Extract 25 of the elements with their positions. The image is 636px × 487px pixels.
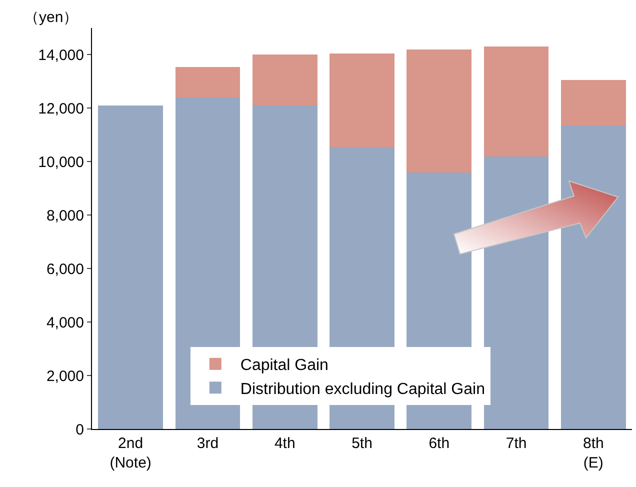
- bar: [330, 53, 394, 147]
- bar: [252, 54, 318, 106]
- x-tick-label: 4th: [274, 435, 296, 452]
- x-tick-label: 2nd (Note): [110, 435, 152, 472]
- bar: [175, 66, 240, 98]
- bar: [98, 106, 163, 429]
- y-tick-label: 4,000: [46, 314, 84, 332]
- x-tick-label: 7th: [506, 435, 527, 452]
- legend-label: Distribution excluding Capital Gain: [240, 380, 485, 398]
- y-tick-label: 10,000: [38, 154, 84, 171]
- x-tick-label: 8th (E): [583, 435, 604, 472]
- bar: [406, 49, 472, 172]
- x-tick-label: 3rd: [196, 435, 219, 452]
- y-tick-label: 14,000: [38, 46, 84, 64]
- y-tick-label: 12,000: [38, 100, 84, 118]
- y-tick-label: 6,000: [46, 260, 84, 278]
- x-tick-label: 5th: [352, 435, 372, 452]
- bar: [561, 80, 626, 126]
- bar: [484, 46, 549, 156]
- y-axis-title: （yen）: [24, 9, 78, 26]
- y-tick-label: 0: [76, 421, 84, 438]
- y-tick-label: 2,000: [46, 368, 84, 385]
- x-tick-label: 6th: [428, 435, 450, 452]
- legend-label: Capital Gain: [240, 357, 328, 374]
- y-tick-label: 8,000: [46, 207, 84, 224]
